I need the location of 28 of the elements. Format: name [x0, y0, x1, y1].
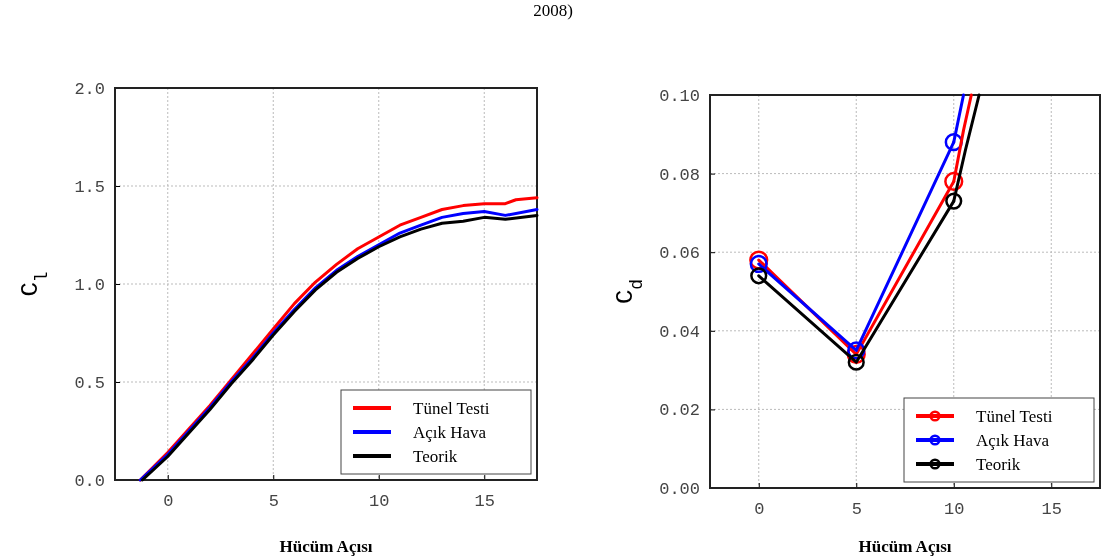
y-tick-label: 0.00: [659, 479, 700, 499]
legend-label: Tünel Testi: [976, 407, 1053, 426]
legend-label: Açık Hava: [413, 423, 487, 442]
x-tick-label: 5: [268, 492, 279, 512]
y-tick-label: 0.04: [659, 322, 700, 342]
x-tick-label: 15: [474, 492, 495, 512]
y-tick-label: 1.5: [74, 177, 105, 197]
legend-label: Açık Hava: [976, 431, 1050, 450]
y-tick-label: 0.5: [74, 373, 105, 393]
y-tick-label: 0.08: [659, 165, 700, 185]
x-axis-title: Hücüm Açısı: [858, 537, 952, 556]
y-tick-label: 0.02: [659, 401, 700, 421]
y-tick-label: 1.0: [74, 275, 105, 295]
legend-label: Teorik: [976, 455, 1021, 474]
legend-label: Teorik: [413, 447, 458, 466]
x-tick-label: 10: [369, 492, 390, 512]
legend-label: Tünel Testi: [413, 399, 490, 418]
x-tick-label: 0: [163, 492, 174, 512]
x-tick-label: 10: [944, 500, 965, 520]
y-tick-label: 0.06: [659, 244, 700, 264]
x-tick-label: 15: [1041, 500, 1062, 520]
y-tick-label: 0.10: [659, 86, 700, 106]
x-tick-label: 0: [754, 500, 765, 520]
text: 2008): [533, 1, 573, 20]
x-axis-title: Hücüm Açısı: [279, 537, 373, 556]
y-tick-label: 0.0: [74, 471, 105, 491]
x-tick-label: 5: [851, 500, 862, 520]
y-tick-label: 2.0: [74, 79, 105, 99]
